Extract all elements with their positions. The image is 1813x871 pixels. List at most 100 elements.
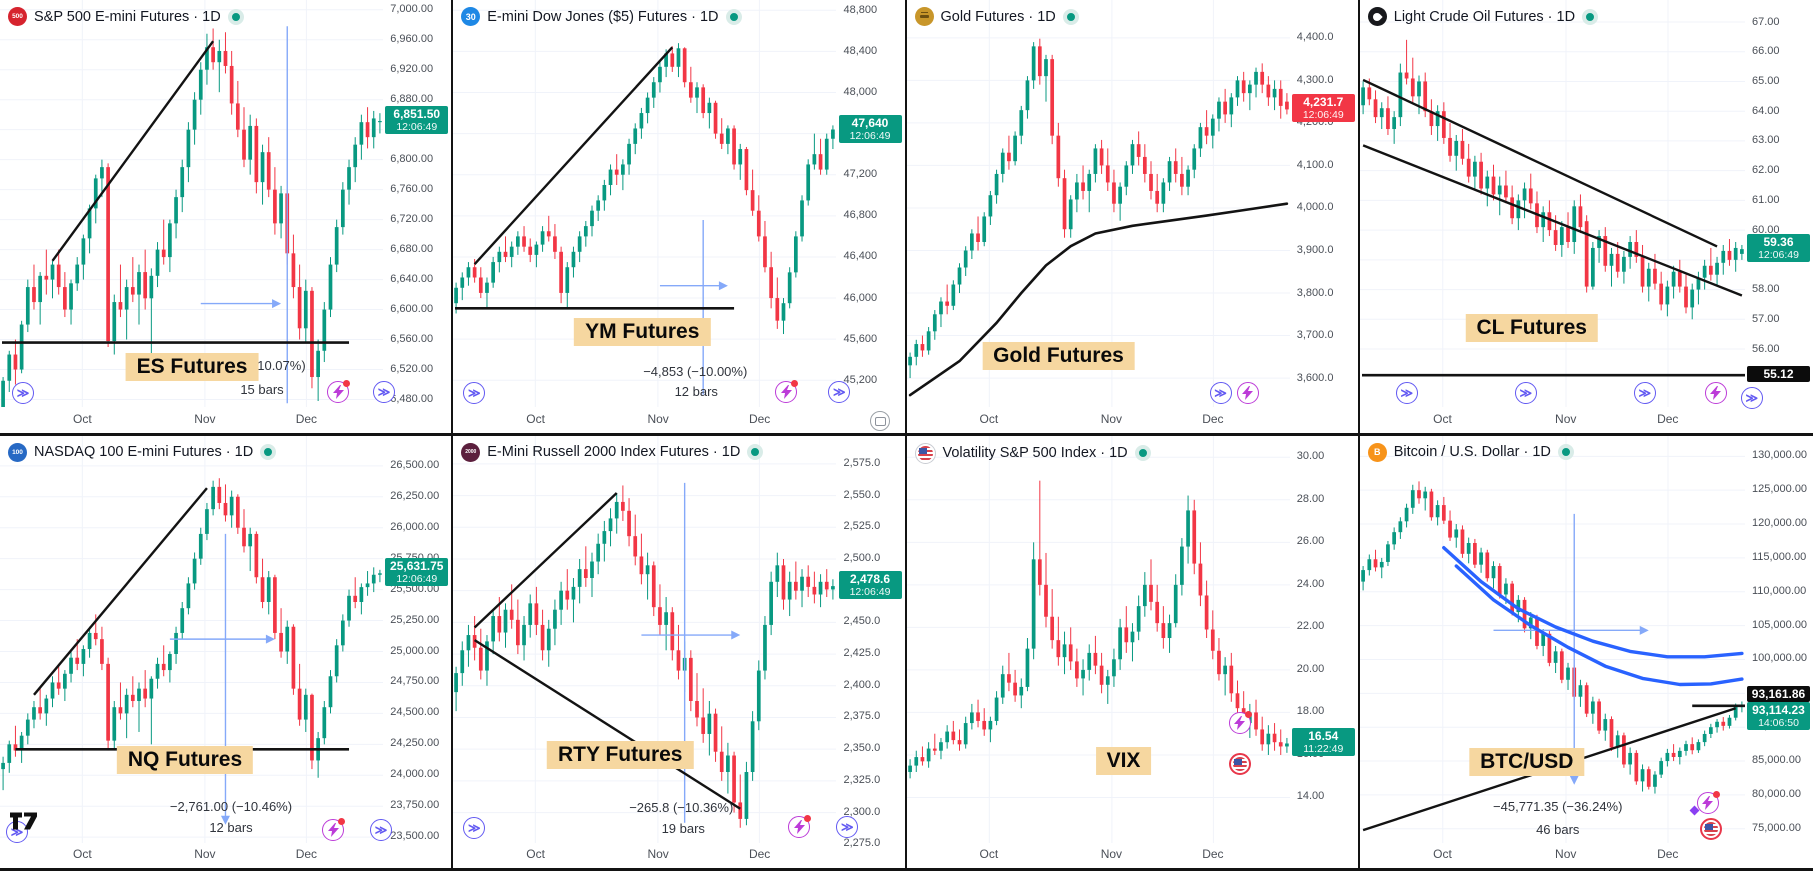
price-tick: 26.00 <box>1296 535 1325 548</box>
logo-text: 100 <box>12 448 23 456</box>
symbol-legend[interactable]: B Bitcoin / U.S. Dollar · 1D <box>1367 442 1574 462</box>
symbol-legend[interactable]: Gold Futures · 1D <box>914 7 1079 26</box>
fast-forward-icon[interactable]: ≫ <box>1209 382 1232 404</box>
fast-forward-icon[interactable]: ≫ <box>370 818 392 841</box>
price-tick: 45,600 <box>843 332 878 345</box>
time-axis[interactable]: Oct Nov Dec <box>453 842 836 868</box>
badge-time: 12:06:49 <box>849 129 891 142</box>
chart-canvas-cl[interactable] <box>1359 0 1813 407</box>
price-badge: 25,631.75 12:06:49 <box>385 557 449 586</box>
price-tick: 2,350.0 <box>843 742 881 755</box>
month-label: Oct <box>526 847 545 861</box>
price-tick: 26,000.00 <box>390 520 440 533</box>
lightning-icon[interactable] <box>1704 382 1727 404</box>
fast-forward-icon[interactable]: ≫ <box>463 816 486 839</box>
time-axis[interactable]: Oct Nov Dec <box>907 842 1290 868</box>
month-label: Dec <box>1657 411 1679 426</box>
price-tick: 85,000.00 <box>1752 754 1801 767</box>
logo-text: 30 <box>465 11 476 22</box>
symbol-legend[interactable]: 500 S&P 500 E-mini Futures · 1D <box>8 7 244 26</box>
month-label: Oct <box>1433 411 1452 426</box>
chart-panel-rty[interactable]: 2,575.02,550.02,525.02,500.02,475.02,450… <box>453 435 907 871</box>
chart-panel-vix[interactable]: 30.0028.0026.0024.0022.0020.0018.0016.00… <box>906 435 1360 871</box>
lightning-icon[interactable] <box>327 380 350 403</box>
price-scale-rty[interactable]: 2,575.02,550.02,525.02,500.02,475.02,450… <box>836 435 905 849</box>
fast-forward-icon[interactable]: ≫ <box>373 381 395 403</box>
month-label: Nov <box>194 411 216 426</box>
us-flag-icon[interactable] <box>1228 752 1251 775</box>
time-axis[interactable]: Oct Nov Dec <box>0 407 383 433</box>
lightning-icon[interactable] <box>322 817 345 841</box>
time-axis[interactable]: Oct Nov Dec <box>0 842 383 868</box>
badge-price: 47,640 <box>851 115 889 130</box>
chart-panel-cl[interactable]: 67.00 66.00 65.00 64.00 63.00 62.00 61.00 60.00… <box>1359 0 1813 436</box>
fast-forward-icon[interactable]: ≫ <box>836 815 859 838</box>
chart-canvas-gold[interactable] <box>906 0 1358 407</box>
lightning-icon[interactable] <box>788 814 812 838</box>
badge-price: 93,161.86 <box>1751 687 1806 702</box>
fast-forward-icon[interactable]: ≫ <box>12 382 34 404</box>
price-scale-btc[interactable]: 130,000.00 125,000.00 120,000.00 115,000.00… <box>1745 435 1813 842</box>
price-tick: 24,000.00 <box>390 768 440 781</box>
lightning-icon[interactable] <box>775 380 799 403</box>
symbol-legend[interactable]: 2000 E-Mini Russell 2000 Index Futures · … <box>461 442 764 462</box>
instrument-label-tag: YM Futures <box>574 318 711 346</box>
symbol-legend[interactable]: Light Crude Oil Futures · 1D <box>1367 7 1599 26</box>
chart-canvas-btc[interactable] <box>1359 435 1813 843</box>
price-tick: 46,000 <box>843 291 878 304</box>
price-tick: 2,375.0 <box>843 710 881 723</box>
price-tick: 75,000.00 <box>1752 821 1801 834</box>
chart-panel-nq[interactable]: 26,500.0026,250.0026,000.0025,750.0025,5… <box>0 435 454 871</box>
chart-canvas-nq[interactable] <box>0 435 451 843</box>
month-label: Dec <box>748 847 771 861</box>
price-tick: 2,400.0 <box>843 678 881 691</box>
chart-panel-gold[interactable]: 4,400.0 4,300.0 4,200.0 4,100.0 4,000.0 3,900… <box>906 0 1360 436</box>
price-scale-es[interactable]: 7,000.006,960.006,920.006,880.006,840.00… <box>383 0 452 407</box>
price-scale-vix[interactable]: 30.0028.0026.0024.0022.0020.0018.0016.00… <box>1289 435 1358 842</box>
price-scale-gold[interactable]: 4,400.0 4,300.0 4,200.0 4,100.0 4,000.0 3,900… <box>1289 0 1358 407</box>
time-axis[interactable]: Oct Nov Dec <box>1360 842 1745 868</box>
month-label: Nov <box>647 411 669 426</box>
tradingview-logo[interactable] <box>9 810 39 835</box>
price-scale-nq[interactable]: 26,500.0026,250.0026,000.0025,750.0025,5… <box>383 435 452 842</box>
time-axis[interactable]: Oct Nov Dec <box>907 407 1290 433</box>
price-tick: 47,200 <box>843 168 878 181</box>
symbol-legend[interactable]: 100 NASDAQ 100 E-mini Futures · 1D <box>8 442 277 462</box>
market-status-dot <box>1557 444 1574 460</box>
fast-forward-icon[interactable]: ≫ <box>1514 382 1537 404</box>
symbol-legend[interactable]: Volatility S&P 500 Index · 1D <box>914 442 1151 464</box>
us-flag-icon[interactable] <box>1699 817 1722 840</box>
camera-icon[interactable] <box>870 411 891 431</box>
price-scale-ym[interactable]: 48,80048,40048,00047,60047,20046,80046,4… <box>836 0 905 407</box>
chart-canvas-rty[interactable] <box>453 435 904 843</box>
lightning-icon[interactable] <box>1228 710 1252 734</box>
price-tick: 6,760.00 <box>390 183 434 196</box>
chart-panel-btc[interactable]: 130,000.00 125,000.00 120,000.00 115,000.00… <box>1359 435 1813 871</box>
measure-bars-text: 12 bars <box>674 384 718 399</box>
sp500-logo: 500 <box>8 7 27 26</box>
symbol-title: Light Crude Oil Futures · 1D <box>1393 8 1576 25</box>
price-tick: 56.00 <box>1752 342 1780 355</box>
price-scale-cl[interactable]: 67.00 66.00 65.00 64.00 63.00 62.00 61.00 60.00… <box>1745 0 1813 407</box>
fast-forward-icon[interactable]: ≫ <box>1740 387 1763 409</box>
fast-forward-icon[interactable]: ≫ <box>1395 382 1418 404</box>
symbol-legend[interactable]: 30 E-mini Dow Jones ($5) Futures · 1D <box>461 7 742 26</box>
lightning-icon[interactable] <box>1689 790 1720 815</box>
lightning-icon[interactable] <box>1236 382 1259 404</box>
price-badge: 93,161.86 <box>1747 686 1810 703</box>
fast-forward-icon[interactable]: ≫ <box>1633 382 1656 404</box>
chart-panel-es[interactable]: 7,000.006,960.006,920.006,880.006,840.00… <box>0 0 454 436</box>
instrument-label-tag: BTC/USD <box>1469 747 1585 776</box>
price-tick: 105,000.00 <box>1752 618 1808 631</box>
fast-forward-icon[interactable]: ≫ <box>828 381 851 403</box>
chart-panel-ym[interactable]: 48,80048,40048,00047,60047,20046,80046,4… <box>453 0 907 436</box>
price-tick: 64.00 <box>1752 104 1780 117</box>
fast-forward-icon[interactable]: ≫ <box>463 382 486 404</box>
badge-price: 4,231.7 <box>1303 95 1344 110</box>
time-axis[interactable]: Oct Nov Dec <box>453 407 836 433</box>
measure-change-text: −4,853 (−10.00%) <box>643 364 748 379</box>
time-axis[interactable]: Oct Nov Dec <box>1360 407 1745 433</box>
price-tick: 6,600.00 <box>390 303 434 316</box>
price-badge: 55.12 <box>1747 366 1810 383</box>
